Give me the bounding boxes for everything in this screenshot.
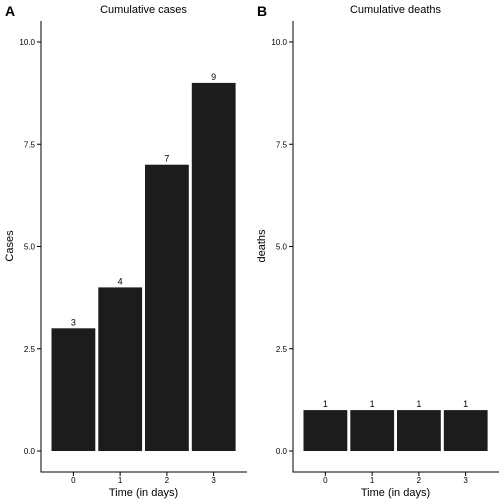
y-axis-label: Cases [4, 230, 16, 262]
axes-lines [292, 21, 499, 473]
y-tick-label: 5.0 [276, 243, 288, 252]
y-ticks-group: 0.0 2.5 5.0 7.5 10.0 [19, 38, 41, 456]
bar-3 [191, 82, 236, 452]
data-label: 1 [416, 399, 421, 409]
x-tick-label: 2 [165, 476, 170, 485]
bar-1 [98, 287, 143, 451]
y-tick-label: 2.5 [24, 345, 36, 354]
bar-0 [303, 410, 348, 451]
x-tick-label: 2 [417, 476, 422, 485]
bar-2 [397, 410, 441, 451]
panel-deaths: B Cumulative deaths deaths Time (in days… [256, 3, 499, 499]
bar-0 [51, 328, 96, 451]
y-tick-label: 2.5 [276, 345, 288, 354]
data-labels-group: 1 1 1 1 [323, 399, 468, 409]
panel-letter: B [257, 3, 267, 19]
x-axis-label: Time (in days) [361, 487, 430, 499]
bar-3 [443, 410, 488, 451]
x-tick-label: 3 [463, 476, 468, 485]
x-ticks-group: 0 1 2 3 [323, 472, 468, 485]
bar-2 [145, 164, 189, 451]
chart-title: Cumulative deaths [350, 4, 442, 16]
y-tick-label: 7.5 [276, 140, 288, 149]
bar-1 [350, 410, 395, 451]
data-label: 1 [463, 399, 468, 409]
y-tick-label: 0.0 [24, 447, 36, 456]
data-label: 4 [118, 276, 123, 286]
panel-letter: A [5, 3, 15, 19]
x-tick-label: 3 [211, 476, 216, 485]
y-ticks-group: 0.0 2.5 5.0 7.5 10.0 [271, 38, 293, 456]
x-ticks-group: 0 1 2 3 [71, 472, 216, 485]
x-tick-label: 1 [118, 476, 123, 485]
y-tick-label: 0.0 [276, 447, 288, 456]
data-labels-group: 3 4 7 9 [71, 72, 216, 327]
axes-lines [40, 21, 247, 473]
y-tick-label: 7.5 [24, 140, 36, 149]
y-tick-label: 10.0 [19, 38, 35, 47]
data-label: 7 [164, 154, 169, 164]
x-axis-label: Time (in days) [109, 487, 178, 499]
data-label: 1 [370, 399, 375, 409]
y-axis-label: deaths [256, 229, 268, 263]
y-tick-label: 5.0 [24, 243, 36, 252]
bars-group [51, 82, 236, 452]
x-tick-label: 0 [71, 476, 76, 485]
x-tick-label: 0 [323, 476, 328, 485]
bars-group [303, 410, 488, 451]
y-tick-label: 10.0 [271, 38, 287, 47]
data-label: 3 [71, 317, 76, 327]
data-label: 9 [211, 72, 216, 82]
chart-title: Cumulative cases [100, 4, 187, 16]
x-tick-label: 1 [370, 476, 375, 485]
panel-cases: A Cumulative cases Cases Time (in days) … [4, 3, 247, 499]
data-label: 1 [323, 399, 328, 409]
